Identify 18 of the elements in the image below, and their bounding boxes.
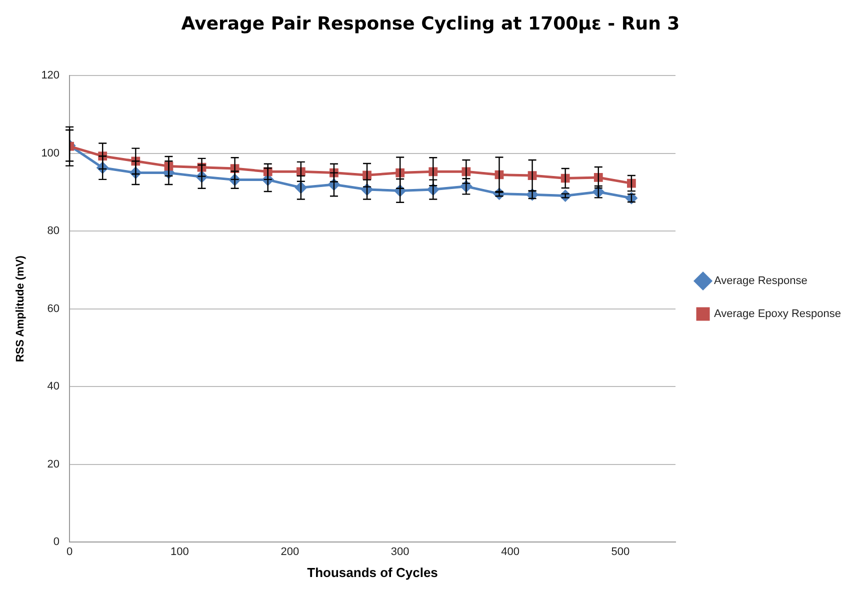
y-tick-label: 80: [47, 225, 60, 238]
y-tick-label: 0: [53, 536, 60, 548]
y-tick-label: 60: [47, 302, 60, 315]
x-tick-label: 200: [280, 546, 300, 558]
x-tick-label: 300: [390, 546, 410, 558]
y-tick-label: 100: [41, 147, 60, 160]
legend-label: Average Epoxy Response: [714, 308, 842, 320]
legend-label: Average Response: [714, 275, 808, 288]
x-tick-label: 0: [66, 546, 73, 558]
chart-title: Average Pair Response Cycling at 1700με - Run 3: [181, 13, 680, 34]
y-tick-label: 20: [47, 458, 60, 470]
x-tick-label: 100: [170, 546, 189, 558]
y-tick-label: 120: [41, 70, 60, 82]
x-axis-title: Thousands of Cycles: [307, 564, 438, 580]
x-tick-label: 400: [501, 546, 520, 558]
x-tick-label: 500: [611, 546, 630, 558]
y-tick-label: 40: [47, 380, 60, 393]
y-axis-title: RSS Amplitude (mV): [14, 255, 27, 362]
